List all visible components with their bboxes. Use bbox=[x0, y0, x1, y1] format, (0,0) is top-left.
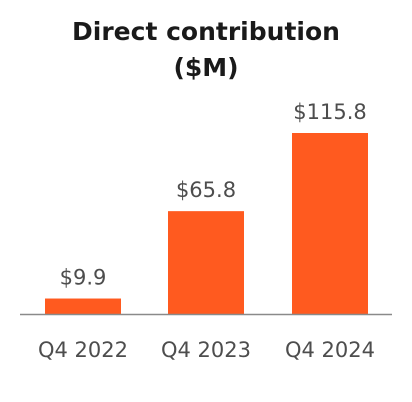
chart-title-text: Direct contribution bbox=[72, 17, 340, 46]
value-labels-group: $9.9 $65.8 $115.8 bbox=[60, 100, 367, 290]
chart-title: Direct contribution ($M) bbox=[0, 14, 412, 86]
bar-q4-2023 bbox=[168, 211, 244, 314]
value-label: $115.8 bbox=[293, 100, 366, 124]
x-tick-labels-group: Q4 2022 Q4 2023 Q4 2024 bbox=[38, 338, 375, 362]
value-label: $9.9 bbox=[60, 266, 107, 290]
x-tick-label: Q4 2023 bbox=[161, 338, 251, 362]
value-label: $65.8 bbox=[176, 178, 236, 202]
x-tick-label: Q4 2024 bbox=[285, 338, 375, 362]
bar-q4-2022 bbox=[45, 298, 121, 314]
chart-subtitle-text: ($M) bbox=[173, 53, 239, 82]
bar-q4-2024 bbox=[292, 133, 368, 314]
x-tick-label: Q4 2022 bbox=[38, 338, 128, 362]
bars-group bbox=[45, 133, 368, 314]
